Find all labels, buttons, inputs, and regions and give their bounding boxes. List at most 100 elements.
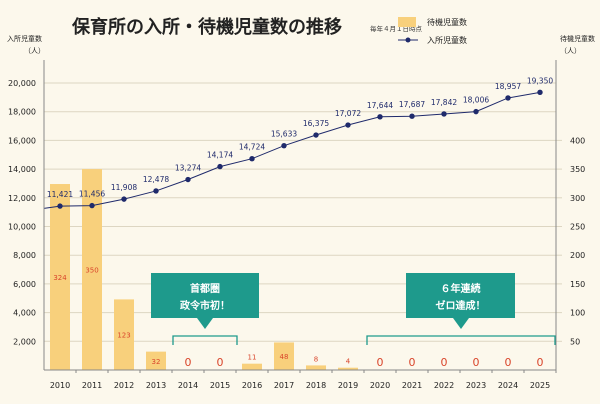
line-value-label: 14,174	[207, 151, 233, 160]
bar-value-label: 32	[152, 358, 161, 366]
bar	[274, 342, 294, 370]
line-series: 11,421 11,456 11,908 12,478 13,274 14,174 14,7…	[43, 76, 553, 209]
line-point	[409, 113, 415, 119]
line-value-label: 17,842	[431, 98, 457, 107]
bar	[306, 365, 326, 370]
line-point	[537, 89, 543, 96]
x-tick-label: 2021	[402, 381, 422, 390]
chart-subtitle: 毎年４月１日時点	[370, 24, 423, 33]
left-tick-label: 16,000	[8, 136, 36, 145]
callout-bracket	[172, 335, 238, 345]
x-tick-label: 2015	[210, 381, 230, 390]
right-tick-label: 400	[570, 136, 585, 145]
chart-title: 保育所の入所・待機児童数の推移	[71, 16, 342, 38]
line-point	[345, 122, 351, 128]
callout-text: 首都圏	[190, 282, 220, 295]
bar-value-label: 123	[117, 332, 130, 340]
callout-pointer	[197, 318, 213, 329]
bar-value-label: 0	[441, 356, 448, 369]
left-tick-label: 12,000	[8, 194, 36, 203]
line-value-label: 17,644	[367, 101, 393, 110]
right-tick-label: 100	[570, 309, 585, 318]
bar-value-label: 0	[473, 356, 480, 369]
bar-value-label: 48	[280, 353, 289, 361]
right-tick-label: 250	[570, 223, 585, 232]
line-point	[313, 132, 319, 138]
line-value-label: 12,478	[143, 175, 169, 184]
x-tick-label: 2019	[338, 381, 358, 390]
right-tick-label: 200	[570, 251, 585, 260]
x-tick-label: 2017	[274, 381, 294, 390]
left-axis-title: 入所児童数	[7, 34, 42, 43]
left-tick-label: 4,000	[13, 309, 36, 318]
left-tick-label: 14,000	[8, 165, 36, 174]
right-tick-label: 300	[570, 194, 585, 203]
left-tick-label: 10,000	[8, 223, 36, 232]
line-point	[249, 156, 255, 162]
legend-bar-swatch	[398, 17, 416, 27]
line-point	[281, 142, 287, 149]
bar	[146, 351, 166, 370]
x-tick-label: 2012	[114, 381, 134, 390]
bar-value-label: 0	[505, 356, 512, 369]
line-point	[57, 203, 63, 209]
line-value-label: 11,456	[79, 190, 105, 199]
line-value-label: 15,633	[271, 130, 297, 139]
bar	[50, 184, 70, 370]
right-axis-title: 待機児童数	[560, 34, 595, 43]
x-tick-label: 2020	[370, 381, 390, 390]
left-axis-unit: （人）	[24, 47, 45, 55]
x-tick-label: 2023	[466, 381, 486, 390]
axes: 2,000 4,000 6,000 8,000 10,000 12,000 14,000 16…	[8, 60, 585, 390]
line-point	[153, 188, 159, 194]
x-tick-label: 2016	[242, 381, 262, 390]
legend-line-label: 入所児童数	[427, 35, 467, 45]
line-point	[217, 163, 223, 170]
line-value-label: 18,006	[463, 96, 489, 105]
bar-value-label: 0	[217, 356, 224, 369]
right-axis-unit: （人）	[560, 47, 581, 55]
legend-bar-label: 待機児童数	[427, 17, 467, 27]
left-tick-label: 8,000	[13, 251, 36, 260]
callout-box	[406, 273, 515, 318]
line-point	[505, 95, 511, 101]
x-tick-label: 2024	[498, 381, 518, 390]
line-value-label: 11,908	[111, 183, 137, 192]
bar	[338, 367, 358, 370]
bar-value-label: 0	[185, 356, 192, 369]
x-tick-label: 2010	[50, 381, 70, 390]
callout-box	[151, 273, 259, 318]
x-tick-label: 2022	[434, 381, 454, 390]
line-value-label: 16,375	[303, 119, 329, 128]
bar-value-label: 8	[314, 355, 318, 363]
bar-value-label: 4	[346, 358, 351, 366]
bars: 324 350 123 32 0 0 11 48 8 4 0 0 0 0 0 0	[50, 169, 544, 370]
callout-text: 政令市初！	[180, 299, 230, 312]
left-tick-label: 18,000	[8, 108, 36, 117]
bar-value-label: 0	[409, 356, 416, 369]
line-value-label: 19,350	[527, 76, 553, 85]
right-tick-label: 350	[570, 165, 585, 174]
left-tick-label: 6,000	[13, 280, 36, 289]
line-value-label: 11,421	[47, 190, 73, 199]
x-tick-label: 2018	[306, 381, 326, 390]
callout-text: ゼロ達成！	[436, 299, 486, 312]
legend-line-marker	[405, 37, 411, 43]
left-tick-label: 2,000	[13, 337, 36, 346]
line-point	[185, 176, 191, 183]
bar-value-label: 0	[377, 356, 384, 369]
line-value-label: 18,957	[495, 82, 521, 91]
line-point	[89, 202, 95, 209]
bar-value-label: 0	[537, 356, 544, 369]
line-point	[473, 108, 479, 115]
callout-pointer	[453, 318, 469, 329]
bar	[82, 169, 102, 370]
bar-value-label: 11	[248, 354, 257, 362]
line-value-label: 13,274	[175, 164, 201, 173]
right-tick-label: 150	[570, 280, 585, 289]
x-tick-label: 2025	[530, 381, 550, 390]
x-tick-label: 2014	[178, 381, 198, 390]
left-tick-label: 20,000	[8, 79, 36, 88]
